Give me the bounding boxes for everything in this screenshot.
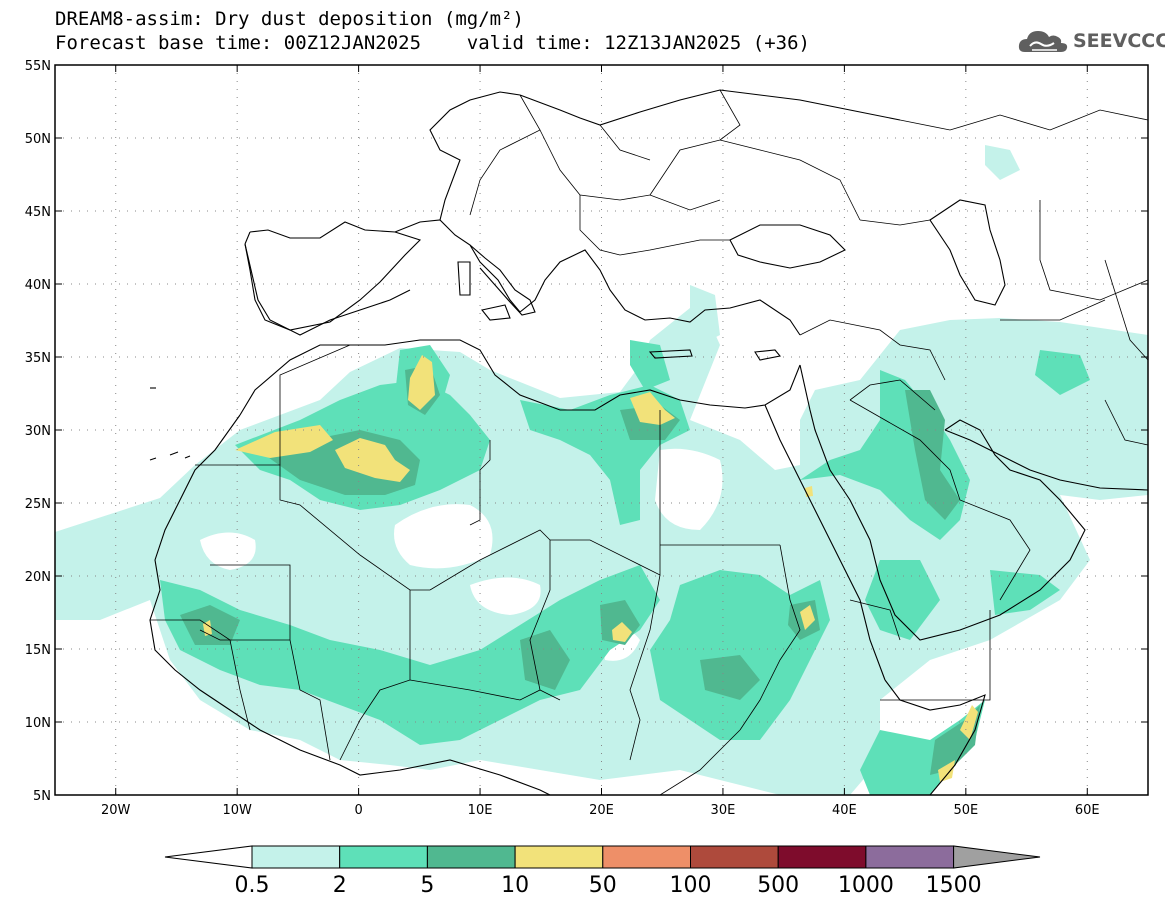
colorbar-swatch bbox=[602, 845, 691, 869]
axis-tick-labels: 55N 50N 45N 40N 35N 30N 25N 20N 15N 10N 5N 20W 10W 0 1… bbox=[25, 59, 1100, 818]
map-title: DREAM8-assim: Dry dust deposition (mg/m²… bbox=[55, 8, 524, 30]
lat-tick-label: 10N bbox=[25, 716, 51, 731]
colorbar-swatch bbox=[865, 845, 955, 869]
lon-tick-label: 20W bbox=[101, 803, 131, 818]
colorbar-over-arrow bbox=[953, 845, 1041, 869]
lat-tick-label: 25N bbox=[25, 497, 51, 512]
lat-tick-label: 30N bbox=[25, 424, 51, 439]
logo-text: SEEVCCC bbox=[1073, 30, 1165, 52]
colorbar: 0.5 2 5 10 50 100 500 1000 1500 bbox=[164, 845, 1041, 898]
colorbar-label: 10 bbox=[501, 873, 529, 898]
colorbar-swatch bbox=[426, 845, 516, 869]
lon-tick-label: 50E bbox=[953, 803, 978, 818]
lat-tick-label: 40N bbox=[25, 278, 51, 293]
lat-tick-label: 45N bbox=[25, 205, 51, 220]
lat-tick-label: 15N bbox=[25, 643, 51, 658]
lon-tick-label: 10W bbox=[222, 803, 252, 818]
lon-tick-label: 60E bbox=[1075, 803, 1100, 818]
seevccc-logo: SEEVCCC bbox=[1017, 26, 1165, 56]
lat-tick-label: 55N bbox=[25, 59, 51, 74]
lon-tick-label: 10E bbox=[468, 803, 493, 818]
colorbar-label: 0.5 bbox=[235, 873, 270, 898]
coastlines bbox=[149, 89, 1148, 795]
lat-tick-label: 50N bbox=[25, 132, 51, 147]
colorbar-swatch bbox=[339, 845, 428, 869]
lat-tick-label: 20N bbox=[25, 570, 51, 585]
colorbar-label: 1000 bbox=[838, 873, 894, 898]
colorbar-swatch bbox=[777, 845, 867, 869]
lat-tick-label: 35N bbox=[25, 351, 51, 366]
axis-ticks bbox=[55, 64, 1148, 796]
dust-level-4 bbox=[203, 355, 978, 782]
lon-tick-label: 30E bbox=[711, 803, 736, 818]
cloud-icon bbox=[1018, 31, 1068, 52]
colorbar-under-arrow bbox=[164, 845, 253, 869]
colorbar-swatch bbox=[251, 845, 341, 869]
lon-tick-label: 40E bbox=[832, 803, 857, 818]
colorbar-label: 1500 bbox=[926, 873, 982, 898]
colorbar-label: 500 bbox=[757, 873, 799, 898]
colorbar-label: 50 bbox=[589, 873, 617, 898]
graticule bbox=[55, 65, 1148, 795]
lon-tick-label: 20E bbox=[589, 803, 614, 818]
lon-tick-label: 0 bbox=[354, 803, 362, 818]
colorbar-label: 2 bbox=[333, 873, 347, 898]
colorbar-swatch bbox=[514, 845, 604, 869]
map-subtitle: Forecast base time: 00Z12JAN2025 valid t… bbox=[55, 32, 810, 54]
colorbar-label: 100 bbox=[670, 873, 712, 898]
country-borders bbox=[150, 89, 1148, 795]
lat-tick-label: 5N bbox=[33, 789, 51, 804]
colorbar-swatch bbox=[690, 845, 779, 869]
colorbar-label: 5 bbox=[420, 873, 434, 898]
